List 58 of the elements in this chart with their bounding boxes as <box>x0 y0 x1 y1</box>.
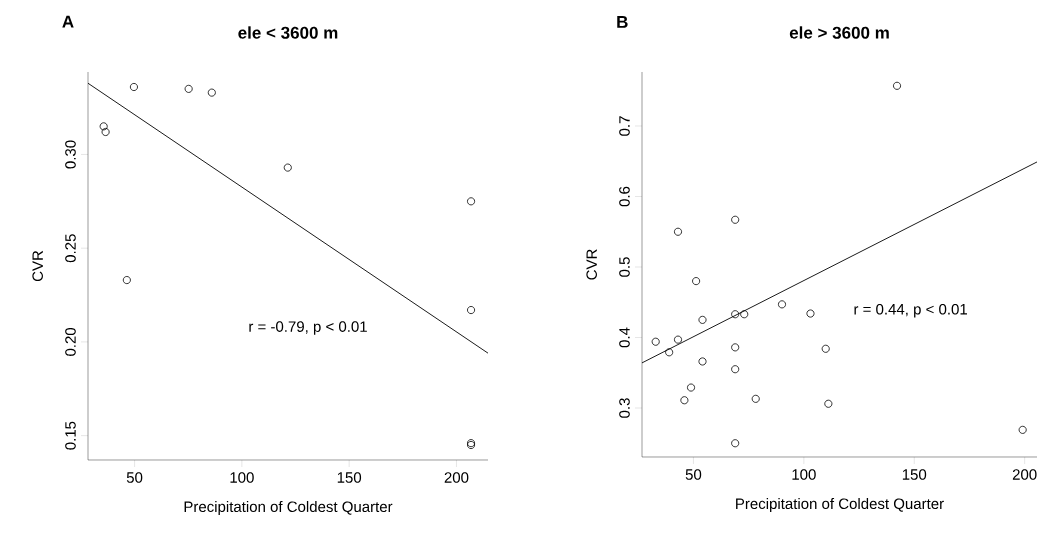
point <box>673 335 682 344</box>
x-axis-title: Precipitation of Coldest Quarter <box>736 498 944 512</box>
point <box>680 396 689 405</box>
point <box>893 81 902 90</box>
y-tick-label: 0.5 <box>619 257 630 277</box>
point <box>467 197 476 206</box>
point <box>129 82 138 91</box>
x-axis-title: Precipitation of Coldest Quarter <box>184 501 393 515</box>
y-tick-label: 0.20 <box>65 327 76 356</box>
point <box>687 383 696 392</box>
chart-title: ele < 3600 m <box>238 26 338 39</box>
y-tick-label: 0.6 <box>619 186 630 207</box>
point <box>777 300 786 309</box>
point <box>698 357 707 366</box>
point <box>731 439 740 448</box>
point <box>673 227 682 236</box>
point <box>731 365 740 374</box>
text: B <box>617 16 628 28</box>
point <box>731 310 740 319</box>
x-tick-label: 50 <box>126 472 143 483</box>
annotation: r = -0.79, p < 0.01 <box>249 321 367 335</box>
y-tick-label: 0.4 <box>619 327 630 348</box>
annotation: r = 0.44, p < 0.01 <box>854 303 967 318</box>
point <box>283 163 292 172</box>
point <box>740 310 749 319</box>
y-tick-label: 0.3 <box>619 398 630 418</box>
y-tick-label: 0.30 <box>65 140 76 169</box>
point <box>101 127 110 136</box>
point <box>731 215 740 224</box>
point <box>467 306 476 315</box>
point <box>122 276 131 285</box>
point <box>731 343 740 352</box>
point <box>184 84 193 93</box>
point <box>207 88 216 97</box>
point <box>824 399 833 408</box>
y-axis-title: CVR <box>32 250 43 282</box>
point <box>751 394 760 403</box>
point <box>665 348 674 357</box>
y-tick-label: 0.7 <box>619 116 630 136</box>
y-tick-label: 0.25 <box>65 234 76 263</box>
y-axis-title: CVR <box>586 249 597 280</box>
chart-title: ele > 3600 m <box>789 26 889 39</box>
point <box>651 337 660 346</box>
point <box>99 122 108 131</box>
x-tick-label: 150 <box>337 472 362 483</box>
point <box>692 277 701 286</box>
text: A <box>62 15 74 28</box>
x-tick-label: 150 <box>902 469 927 480</box>
x-tick-label: 200 <box>1012 469 1037 480</box>
x-tick-label: 50 <box>685 469 702 480</box>
point <box>806 309 815 318</box>
x-tick-label: 100 <box>792 469 816 480</box>
point <box>698 315 707 324</box>
y-tick-label: 0.15 <box>65 421 76 450</box>
point <box>1018 425 1027 434</box>
x-tick-label: 100 <box>230 472 254 483</box>
point <box>821 344 830 353</box>
x-tick-label: 200 <box>444 472 469 483</box>
